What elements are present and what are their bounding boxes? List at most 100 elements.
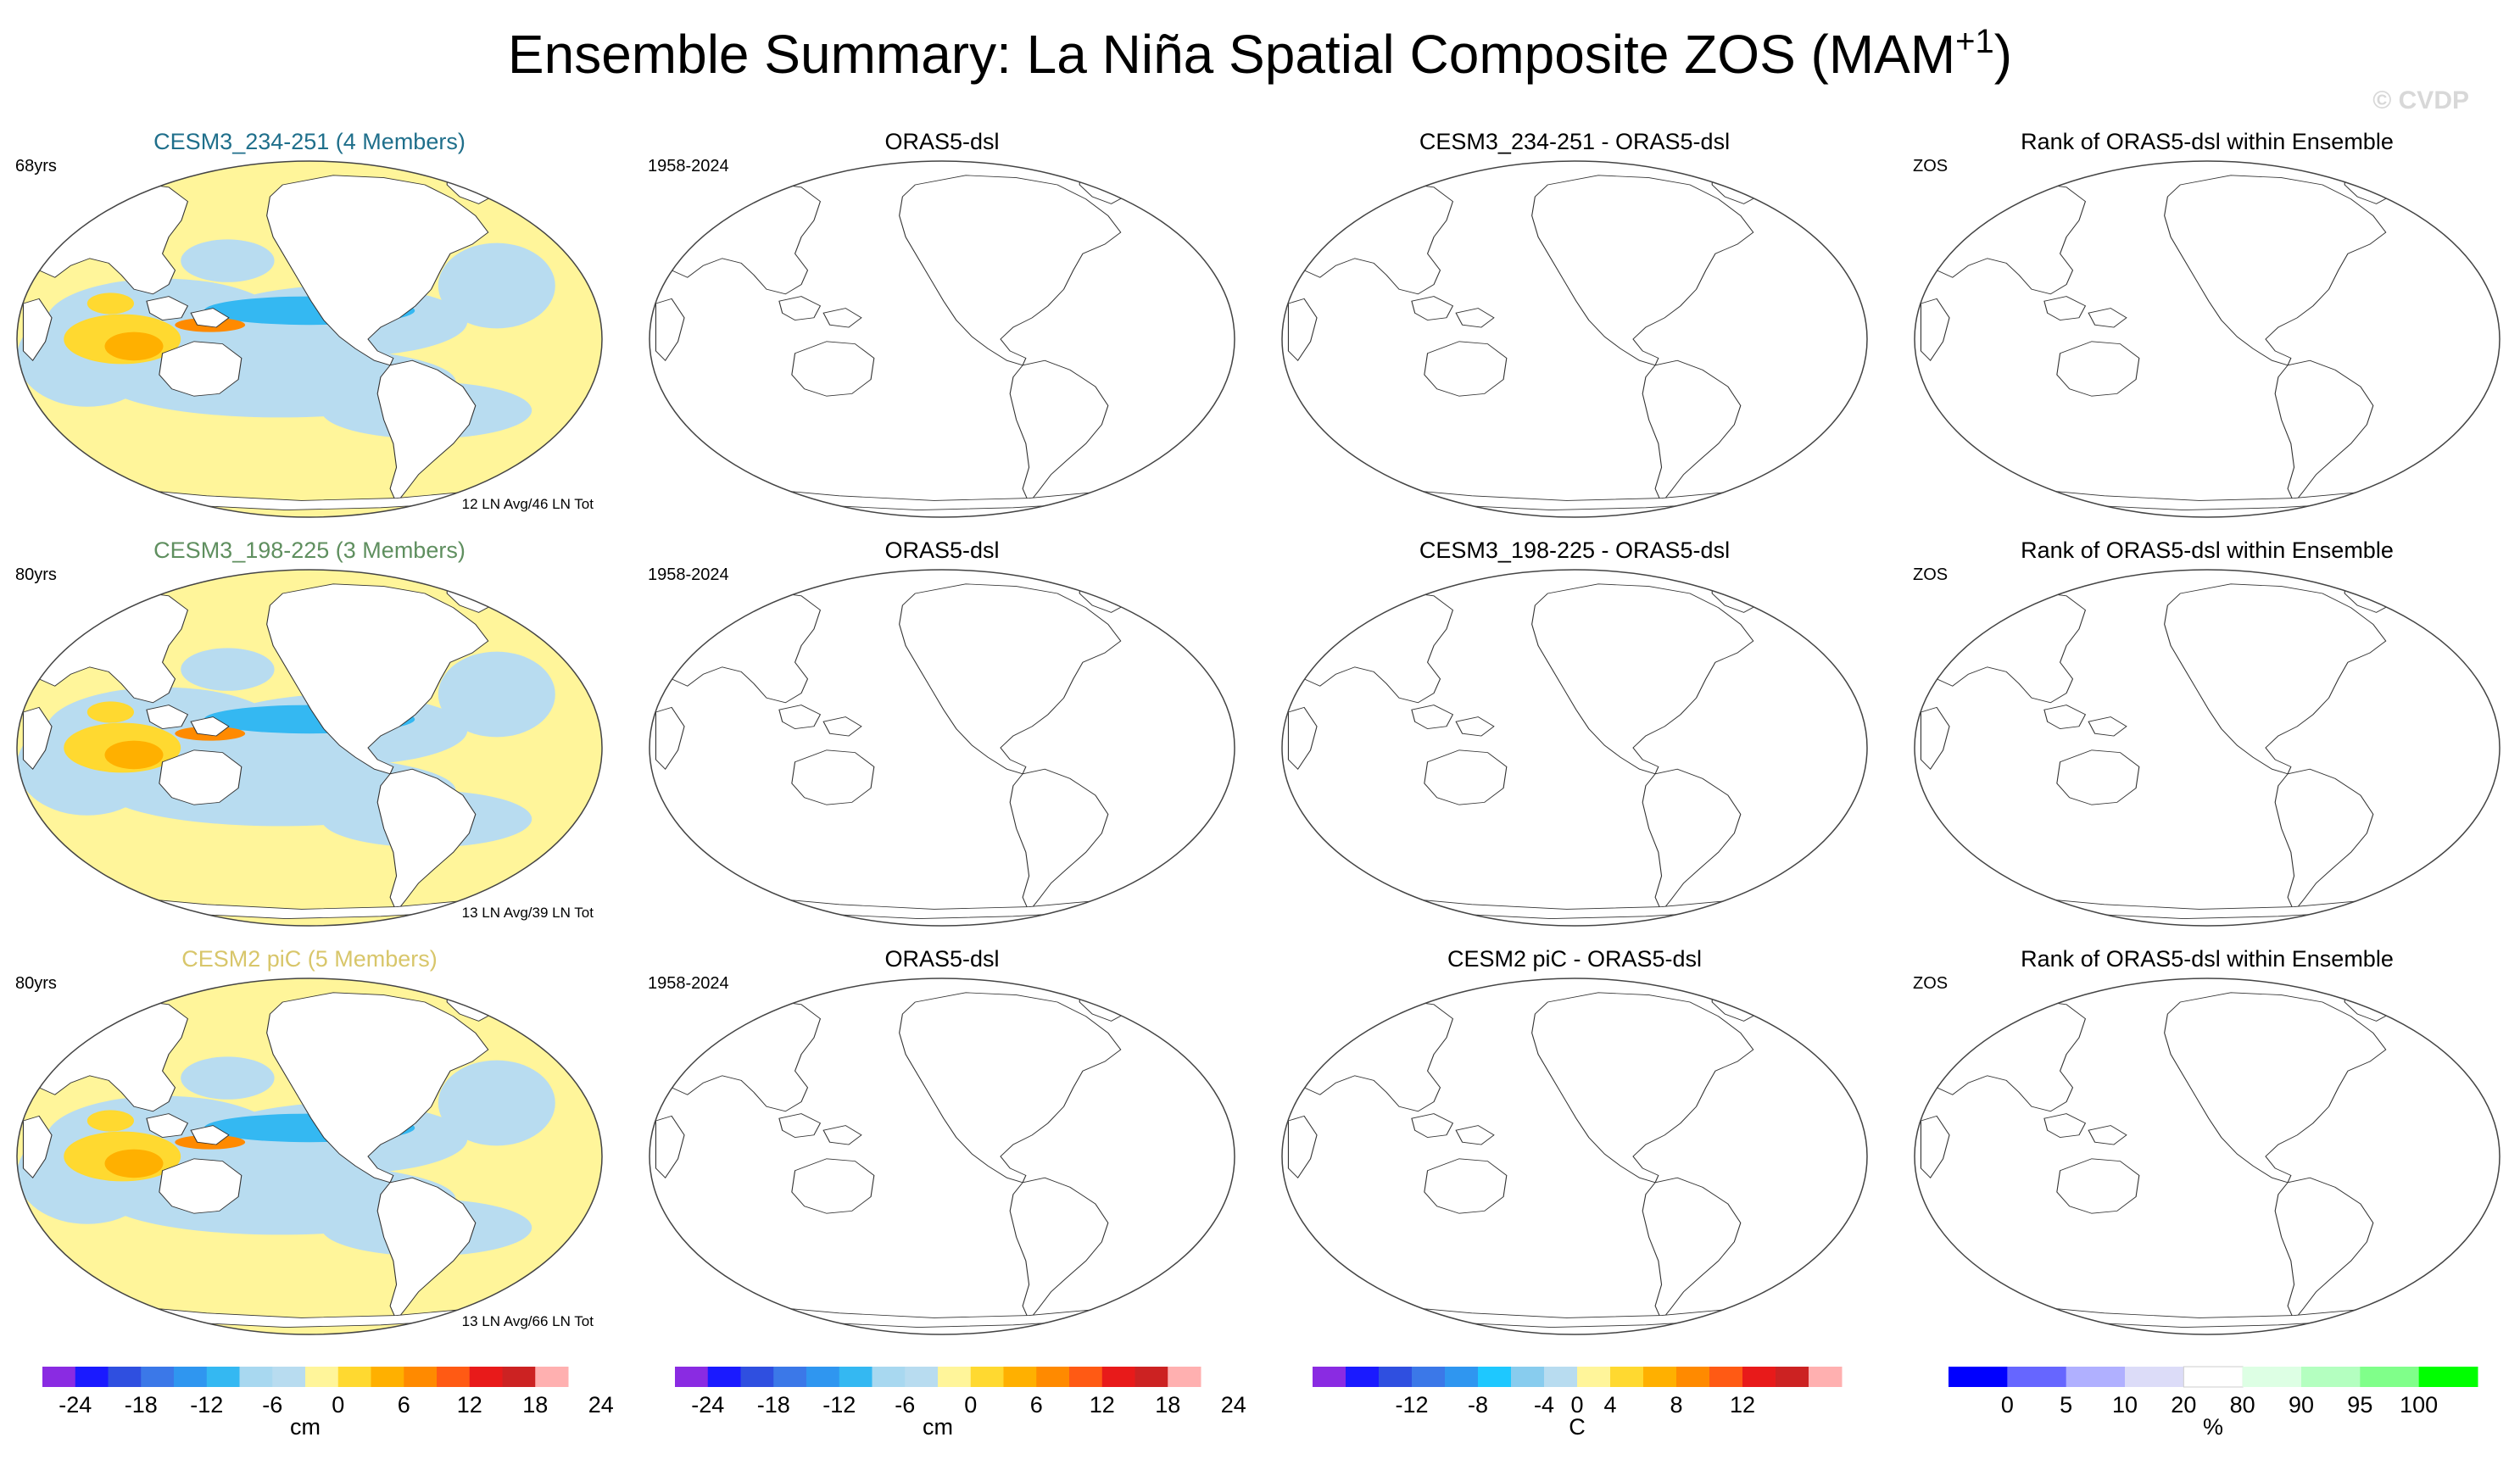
panel-title-rank-row2: Rank of ORAS5-dsl within Ensemble: [2021, 538, 2394, 563]
panel-diff-row3: CESM2 piC - ORAS5-dsl: [1281, 946, 1868, 1335]
map-border: [649, 569, 1235, 927]
colorbar-tick-label: -24: [59, 1392, 92, 1418]
colorbar-tick-label: 12: [1730, 1392, 1755, 1418]
colorbar-swatch: [1511, 1367, 1545, 1387]
panel-left-label-rank-row2: ZOS: [1913, 565, 1948, 584]
colorbar-tick-label: -12: [1395, 1392, 1428, 1418]
panel-obs-row3: ORAS5-dsl 1958-2024: [648, 946, 1235, 1335]
colorbar-swatch: [1313, 1367, 1346, 1387]
colorbar-tick-label: -12: [822, 1392, 856, 1418]
map-border: [649, 160, 1235, 518]
colorbar-swatch: [1069, 1367, 1103, 1387]
panel-title-ensemble-row1: CESM3_234-251 (4 Members): [153, 129, 466, 154]
colorbar-swatch: [773, 1367, 807, 1387]
panel-left-label-ensemble-row2: 80yrs: [15, 565, 57, 584]
continents: [1920, 167, 2489, 511]
panel-diff-row1: CESM3_234-251 - ORAS5-dsl: [1281, 129, 1868, 518]
colorbar-tick-label: 8: [1670, 1392, 1682, 1418]
colorbar-tick-label: 6: [398, 1392, 410, 1418]
colorbar-swatch: [141, 1367, 175, 1387]
colorbar-tick-label: 100: [2400, 1392, 2438, 1418]
panel-title-obs-row2: ORAS5-dsl: [884, 538, 999, 563]
panel-footer-ensemble-row1: 12 LN Avg/46 LN Tot: [462, 496, 594, 512]
map-border: [16, 569, 603, 927]
colorbar-tick-label: -18: [125, 1392, 158, 1418]
panel-title-rank-row1: Rank of ORAS5-dsl within Ensemble: [2021, 129, 2394, 154]
colorbar-units-label: %: [2203, 1414, 2223, 1440]
colorbar-swatch: [1101, 1367, 1135, 1387]
colorbar-swatch: [740, 1367, 774, 1387]
colorbar-swatch: [404, 1367, 438, 1387]
map-border: [1281, 569, 1868, 927]
colorbar-swatch: [1346, 1367, 1380, 1387]
colorbar-tick-label: 0: [964, 1392, 977, 1418]
panel-title-diff-row3: CESM2 piC - ORAS5-dsl: [1447, 946, 1702, 972]
panel-rank-row2: Rank of ORAS5-dsl within Ensemble ZOS: [1913, 538, 2500, 927]
map-border: [1281, 978, 1868, 1335]
panel-ensemble-row1: CESM3_234-251 (4 Members) 68yrs 12 LN Avg/…: [15, 129, 603, 518]
colorbar-swatch: [371, 1367, 404, 1387]
colorbar-tick-label: 18: [1155, 1392, 1180, 1418]
colorbar-observations: -24 -18 -12 -6 0 6 12 18 24 cm: [675, 1367, 1246, 1440]
colorbar-swatch: [707, 1367, 741, 1387]
panel-title-obs-row3: ORAS5-dsl: [884, 946, 999, 972]
colorbar-tick-label: -4: [1534, 1392, 1554, 1418]
panels-grid: CESM3_234-251 (4 Members) 68yrs 12 LN Avg/…: [15, 129, 2500, 1335]
colorbar-swatch: [2242, 1367, 2302, 1387]
panel-title-rank-row3: Rank of ORAS5-dsl within Ensemble: [2021, 946, 2394, 972]
colorbar-tick-label: -8: [1468, 1392, 1488, 1418]
watermark: © CVDP: [2372, 86, 2469, 114]
colorbar-swatch: [42, 1367, 76, 1387]
colorbar-swatch: [1135, 1367, 1168, 1387]
panel-title-ensemble-row2: CESM3_198-225 (3 Members): [153, 538, 466, 563]
panel-left-label-obs-row3: 1958-2024: [648, 974, 729, 993]
colorbar-swatch: [2066, 1367, 2126, 1387]
colorbar-ensemble: -24 -18 -12 -6 0 6 12 18 24 cm: [42, 1367, 614, 1440]
colorbar-swatch: [502, 1367, 536, 1387]
colorbar-tick-label: 90: [2289, 1392, 2314, 1418]
colorbar-tick-label: 4: [1603, 1392, 1616, 1418]
colorbar-swatch: [1742, 1367, 1776, 1387]
colorbar-tick-label: 0: [2001, 1392, 2014, 1418]
colorbar-difference: -12 -8 -4 0 4 8 12 C: [1313, 1367, 1843, 1440]
colorbar-swatch: [1445, 1367, 1479, 1387]
panel-ensemble-row3: CESM2 piC (5 Members) 80yrs 13 LN Avg/66 L…: [15, 946, 603, 1335]
colorbar-swatch: [108, 1367, 142, 1387]
panel-left-label-obs-row2: 1958-2024: [648, 565, 729, 584]
panel-obs-row1: ORAS5-dsl 1958-2024: [648, 129, 1235, 518]
colorbar-swatch: [2301, 1367, 2361, 1387]
panel-diff-row2: CESM3_198-225 - ORAS5-dsl: [1281, 538, 1868, 927]
panel-left-label-rank-row1: ZOS: [1913, 157, 1948, 175]
colorbar-swatch: [675, 1367, 709, 1387]
panel-ensemble-row2: CESM3_198-225 (3 Members) 80yrs 13 LN Avg/…: [15, 538, 603, 927]
colorbar-swatch: [1544, 1367, 1578, 1387]
colorbar-tick-label: -24: [691, 1392, 724, 1418]
colorbar-tick-label: 24: [1221, 1392, 1246, 1418]
colorbar-swatch: [1003, 1367, 1037, 1387]
colorbar-swatch: [1379, 1367, 1413, 1387]
panel-title-diff-row1: CESM3_234-251 - ORAS5-dsl: [1419, 129, 1730, 154]
colorbar-tick-label: -6: [262, 1392, 282, 1418]
colorbar-swatch: [938, 1367, 972, 1387]
panel-title-obs-row1: ORAS5-dsl: [884, 129, 999, 154]
colorbar-swatch: [1610, 1367, 1644, 1387]
continents: [1920, 576, 2489, 920]
colorbar-swatch: [2360, 1367, 2420, 1387]
colorbar-tick-label: 20: [2171, 1392, 2196, 1418]
panel-title-ensemble-row3: CESM2 piC (5 Members): [181, 946, 438, 972]
colorbar-swatch: [1412, 1367, 1446, 1387]
colorbar-swatch: [1709, 1367, 1743, 1387]
panel-title-diff-row2: CESM3_198-225 - ORAS5-dsl: [1419, 538, 1730, 563]
colorbar-tick-label: 0: [332, 1392, 344, 1418]
colorbars: -24 -18 -12 -6 0 6 12 18 24 cm -24 -18 -12 -6 0 6 12 18 24…: [42, 1366, 2478, 1440]
colorbar-tick-label: 0: [1570, 1392, 1583, 1418]
map-border: [1914, 569, 2500, 927]
map-border: [1281, 160, 1868, 518]
continents: [655, 167, 1224, 511]
panel-obs-row2: ORAS5-dsl 1958-2024: [648, 538, 1235, 927]
colorbar-swatch: [2125, 1367, 2184, 1387]
colorbar-swatch: [437, 1367, 471, 1387]
colorbar-tick-label: 5: [2060, 1392, 2072, 1418]
colorbar-swatch: [2007, 1367, 2067, 1387]
